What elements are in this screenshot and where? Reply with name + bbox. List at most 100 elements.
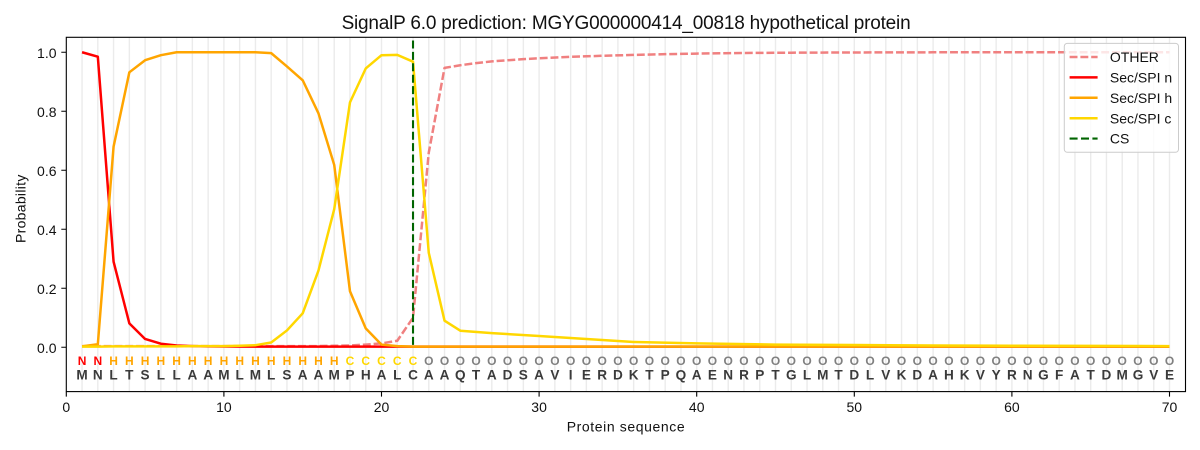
svg-text:O: O (613, 354, 622, 368)
svg-text:O: O (597, 354, 606, 368)
svg-text:O: O (424, 354, 433, 368)
svg-text:P: P (345, 367, 354, 382)
svg-text:O: O (582, 354, 591, 368)
svg-text:E: E (1165, 367, 1174, 382)
svg-text:T: T (472, 367, 481, 382)
svg-text:H: H (141, 354, 150, 368)
svg-text:N: N (93, 354, 102, 368)
svg-text:C: C (393, 354, 402, 368)
svg-text:O: O (1039, 354, 1048, 368)
svg-text:M: M (329, 367, 340, 382)
svg-text:N: N (723, 367, 733, 382)
svg-text:O: O (771, 354, 780, 368)
svg-text:O: O (787, 354, 796, 368)
svg-text:70: 70 (1162, 399, 1178, 415)
svg-text:A: A (298, 367, 308, 382)
svg-text:M: M (76, 367, 87, 382)
svg-text:H: H (944, 367, 954, 382)
svg-text:O: O (865, 354, 874, 368)
svg-text:SignalP 6.0 prediction: MGYG00: SignalP 6.0 prediction: MGYG000000414_00… (342, 13, 911, 34)
svg-text:O: O (944, 354, 953, 368)
svg-text:T: T (645, 367, 654, 382)
svg-text:Sec/SPI n: Sec/SPI n (1110, 70, 1172, 86)
svg-text:O: O (928, 354, 937, 368)
svg-text:O: O (881, 354, 890, 368)
svg-text:O: O (676, 354, 685, 368)
svg-text:D: D (849, 367, 859, 382)
svg-text:R: R (1007, 367, 1017, 382)
svg-text:O: O (818, 354, 827, 368)
svg-text:L: L (393, 367, 401, 382)
svg-text:T: T (125, 367, 134, 382)
svg-text:O: O (991, 354, 1000, 368)
svg-text:O: O (629, 354, 638, 368)
svg-text:Q: Q (676, 367, 687, 382)
svg-text:L: L (267, 367, 275, 382)
svg-text:L: L (803, 367, 811, 382)
svg-text:O: O (1055, 354, 1064, 368)
svg-text:S: S (141, 367, 150, 382)
svg-text:G: G (786, 367, 797, 382)
svg-text:E: E (582, 367, 591, 382)
svg-text:A: A (377, 367, 387, 382)
svg-text:O: O (1165, 354, 1174, 368)
svg-text:O: O (661, 354, 670, 368)
svg-text:M: M (218, 367, 229, 382)
svg-text:O: O (897, 354, 906, 368)
svg-text:O: O (566, 354, 575, 368)
svg-text:O: O (976, 354, 985, 368)
svg-text:G: G (1133, 367, 1144, 382)
svg-text:A: A (187, 367, 197, 382)
svg-text:A: A (1070, 367, 1080, 382)
svg-text:40: 40 (689, 399, 705, 415)
svg-text:OTHER: OTHER (1110, 49, 1159, 65)
svg-text:A: A (692, 367, 702, 382)
svg-text:H: H (314, 354, 323, 368)
svg-text:0.4: 0.4 (37, 222, 57, 238)
svg-text:A: A (534, 367, 544, 382)
svg-text:O: O (1086, 354, 1095, 368)
svg-text:0.8: 0.8 (37, 104, 57, 120)
svg-text:L: L (157, 367, 165, 382)
svg-text:M: M (1117, 367, 1128, 382)
svg-text:L: L (109, 367, 117, 382)
svg-text:M: M (250, 367, 261, 382)
svg-text:O: O (1149, 354, 1158, 368)
svg-text:T: T (1087, 367, 1096, 382)
svg-text:V: V (550, 367, 559, 382)
svg-text:O: O (755, 354, 764, 368)
svg-text:D: D (613, 367, 623, 382)
svg-text:F: F (1055, 367, 1063, 382)
svg-text:A: A (487, 367, 497, 382)
svg-text:O: O (1118, 354, 1127, 368)
svg-text:O: O (708, 354, 717, 368)
svg-text:P: P (661, 367, 670, 382)
svg-text:A: A (203, 367, 213, 382)
svg-text:S: S (282, 367, 291, 382)
svg-text:A: A (424, 367, 434, 382)
svg-text:0.2: 0.2 (37, 281, 57, 297)
svg-text:0: 0 (62, 399, 70, 415)
svg-text:D: D (1102, 367, 1112, 382)
svg-text:T: T (834, 367, 843, 382)
svg-text:C: C (377, 354, 386, 368)
svg-text:D: D (503, 367, 513, 382)
svg-text:Probability: Probability (12, 174, 28, 243)
svg-text:Sec/SPI h: Sec/SPI h (1110, 90, 1172, 106)
svg-text:D: D (912, 367, 922, 382)
svg-text:A: A (440, 367, 450, 382)
svg-text:V: V (1149, 367, 1158, 382)
svg-text:30: 30 (531, 399, 547, 415)
svg-text:V: V (881, 367, 890, 382)
svg-text:Protein sequence: Protein sequence (567, 419, 686, 435)
svg-text:C: C (346, 354, 355, 368)
svg-text:O: O (802, 354, 811, 368)
svg-text:20: 20 (374, 399, 390, 415)
svg-text:S: S (519, 367, 528, 382)
svg-text:O: O (471, 354, 480, 368)
svg-text:G: G (1038, 367, 1049, 382)
svg-text:O: O (850, 354, 859, 368)
svg-text:C: C (408, 367, 418, 382)
svg-text:O: O (1133, 354, 1142, 368)
svg-text:H: H (330, 354, 339, 368)
